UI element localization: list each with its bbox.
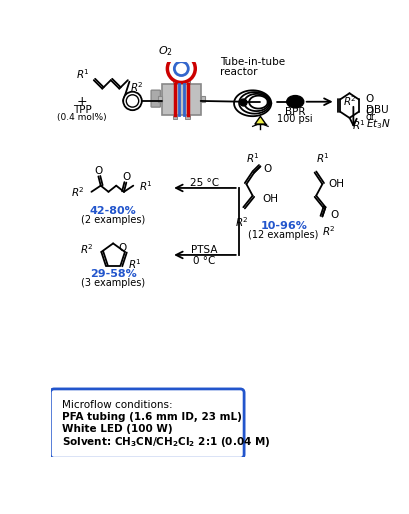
- Text: OH: OH: [262, 194, 278, 204]
- Text: 0 °C: 0 °C: [193, 256, 216, 266]
- Text: 25 °C: 25 °C: [190, 177, 219, 188]
- Text: O: O: [365, 107, 373, 117]
- Text: $R^2$: $R^2$: [80, 242, 94, 256]
- Text: DBU: DBU: [366, 105, 389, 115]
- Text: $R^2$: $R^2$: [235, 215, 249, 229]
- Text: 100 psi: 100 psi: [277, 114, 313, 124]
- FancyBboxPatch shape: [185, 79, 190, 84]
- Text: $R^1$: $R^1$: [76, 67, 90, 81]
- Text: (2 examples): (2 examples): [81, 214, 145, 225]
- Text: TPP: TPP: [73, 105, 92, 115]
- FancyBboxPatch shape: [201, 96, 204, 102]
- Text: $R^1$: $R^1$: [139, 179, 153, 193]
- FancyBboxPatch shape: [158, 96, 162, 102]
- Text: 42-80%: 42-80%: [90, 206, 137, 216]
- Circle shape: [167, 55, 195, 82]
- Text: $R^1$: $R^1$: [316, 151, 330, 165]
- Text: $R^2$: $R^2$: [321, 224, 335, 238]
- Circle shape: [174, 62, 188, 76]
- Text: Tube-in-tube: Tube-in-tube: [220, 58, 285, 67]
- FancyBboxPatch shape: [185, 115, 190, 119]
- Text: reactor: reactor: [220, 67, 258, 77]
- Text: Solvent: $\mathregular{CH_3CN/CH_2Cl_2}$ 2:1 (0.04 M): Solvent: $\mathregular{CH_3CN/CH_2Cl_2}$…: [62, 435, 270, 449]
- Text: BPR: BPR: [285, 107, 306, 117]
- Text: PFA tubing (1.6 mm ID, 23 mL): PFA tubing (1.6 mm ID, 23 mL): [62, 412, 242, 422]
- Text: PTSA: PTSA: [191, 245, 218, 254]
- Text: O: O: [94, 166, 103, 176]
- Text: or: or: [366, 112, 375, 122]
- Text: +: +: [77, 95, 88, 108]
- Text: $R^1$: $R^1$: [352, 119, 366, 133]
- Circle shape: [123, 91, 142, 110]
- Text: (3 examples): (3 examples): [81, 278, 145, 288]
- Text: (0.4 mol%): (0.4 mol%): [57, 113, 107, 122]
- Text: $R^2$: $R^2$: [130, 80, 144, 94]
- FancyBboxPatch shape: [173, 79, 178, 84]
- Text: $R^2$: $R^2$: [72, 185, 85, 199]
- FancyBboxPatch shape: [50, 389, 244, 458]
- FancyBboxPatch shape: [173, 115, 178, 119]
- Text: 29-58%: 29-58%: [90, 269, 137, 279]
- Text: (12 examples): (12 examples): [248, 230, 319, 240]
- Text: Microflow conditions:: Microflow conditions:: [62, 400, 173, 411]
- FancyBboxPatch shape: [151, 90, 160, 107]
- Text: $R^1$: $R^1$: [128, 257, 142, 271]
- Text: O: O: [263, 164, 272, 174]
- Ellipse shape: [287, 96, 304, 108]
- Text: 10-96%: 10-96%: [260, 222, 307, 231]
- Text: $Et_3N$: $Et_3N$: [366, 117, 391, 131]
- Text: O: O: [365, 95, 373, 104]
- Text: OH: OH: [328, 179, 344, 189]
- Text: White LED (100 W): White LED (100 W): [62, 424, 173, 434]
- Text: $R^2$: $R^2$: [343, 94, 356, 108]
- Text: $R^1$: $R^1$: [246, 151, 260, 165]
- Polygon shape: [255, 116, 266, 124]
- Text: $O_2$: $O_2$: [158, 44, 173, 58]
- Text: O: O: [122, 172, 130, 182]
- FancyBboxPatch shape: [162, 84, 201, 115]
- Text: O: O: [118, 243, 126, 253]
- Text: O: O: [330, 210, 338, 220]
